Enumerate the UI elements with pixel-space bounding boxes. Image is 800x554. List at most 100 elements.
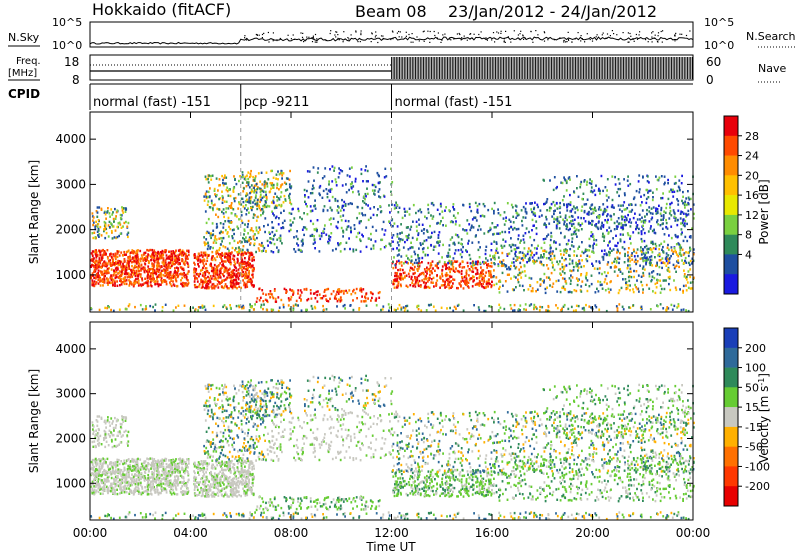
nsearch-point [316,40,318,42]
power-cell [254,214,256,217]
power-cell [437,252,440,255]
power-cell [246,263,249,267]
power-cell [615,265,618,269]
power-cell [365,165,367,168]
power-cell [511,243,514,246]
power-cell [585,277,587,280]
nsearch-point [293,38,296,40]
power-cell [272,186,275,189]
power-cell [602,258,605,261]
power-cell [144,281,147,284]
power-cell [275,206,278,209]
power-cell [379,196,382,199]
power-cell [388,204,390,207]
power-cell [325,288,328,291]
power-cell [646,256,648,259]
power-cell [223,274,225,278]
power-cell [591,262,593,265]
power-cell [219,271,222,274]
power-cell [93,280,96,283]
power-cell [545,215,547,219]
power-cell [645,259,648,262]
power-cell [452,203,455,206]
power-cell [142,268,145,271]
power-cell [266,185,269,188]
power-cell [122,264,125,268]
power-cell [613,228,616,231]
power-cell [590,212,593,215]
power-cell [678,243,681,246]
power-cell [171,274,174,278]
power-cell [432,267,434,270]
power-cell [474,201,477,205]
power-cell [661,248,663,251]
power-cell [222,264,225,268]
power-cell [524,254,527,257]
power-cell [342,208,345,212]
power-cell [438,244,441,247]
power-cell [255,250,257,254]
power-cell [341,206,344,209]
power-cell [377,208,379,211]
power-cell [540,246,543,250]
power-cell [603,280,606,284]
power-cell [639,218,641,221]
power-cell [406,210,409,213]
power-cell [378,188,381,191]
power-cell [179,250,182,253]
power-cell [430,263,433,267]
power-cell [258,287,261,291]
power-cell [505,219,507,223]
power-cell [633,196,636,199]
power-cell [618,257,621,260]
power-cell [147,273,149,276]
power-cell [100,208,103,211]
power-cell [162,260,165,263]
power-cell [518,268,521,271]
nsearch-point [433,30,435,33]
power-cell [165,266,168,269]
power-cell [465,271,468,274]
nsearch-point [611,30,613,32]
power-cell [640,280,643,284]
power-cell [466,232,469,235]
power-cell [389,244,392,247]
power-cell [571,224,573,227]
power-cell [668,282,670,286]
power-cell [419,242,422,245]
power-cell [324,288,326,292]
power-cell [128,279,130,282]
power-cell [181,259,183,263]
power-cell [430,262,432,265]
power-cell [561,263,564,266]
power-cell [659,212,662,215]
power-cell [152,276,154,280]
power-cell [210,277,213,280]
power-cell [397,211,400,214]
power-cell [281,177,283,180]
power-cell [230,204,233,207]
power-cell [134,257,137,261]
power-cell [449,275,451,279]
power-cell [399,240,401,243]
power-cell [227,259,229,262]
power-cell [166,268,169,272]
power-cell [497,256,500,259]
power-cell [235,182,238,186]
power-cell [409,228,412,231]
power-cell [96,266,99,270]
power-cell [297,289,300,292]
nsearch-point [657,32,660,34]
power-cell [679,253,682,256]
power-cell [416,279,418,282]
power-cell [156,275,159,278]
power-cell [289,298,292,301]
power-cell [275,177,277,180]
power-cell [525,202,527,205]
power-cell [94,261,97,265]
power-cell [257,186,259,189]
power-cell [572,245,575,248]
power-cell [103,270,106,273]
power-cell [640,253,643,256]
power-cell [161,249,164,253]
